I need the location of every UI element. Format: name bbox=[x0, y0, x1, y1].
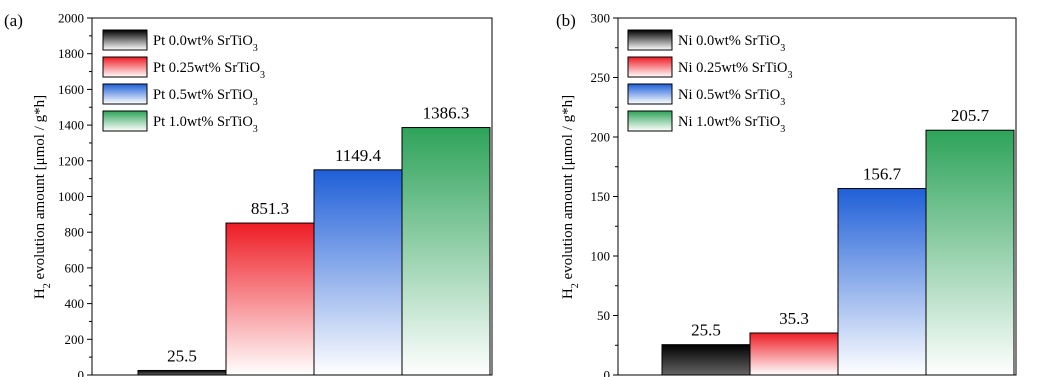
plot-frame-a bbox=[91, 17, 493, 376]
y-tick-label: 250 bbox=[591, 70, 611, 85]
y-tick-label: 1400 bbox=[58, 118, 84, 133]
legend-label: Ni 0.5wt% SrTiO3 bbox=[678, 87, 785, 108]
legend-label: Pt 0.5wt% SrTiO3 bbox=[153, 87, 258, 108]
y-tick-label: 400 bbox=[65, 296, 85, 311]
y-tick-label: 1600 bbox=[58, 82, 84, 97]
bar-b-0 bbox=[661, 344, 751, 376]
bar-b-2 bbox=[837, 188, 927, 376]
bar-value-label: 25.5 bbox=[167, 346, 197, 365]
value-labels-a: 25.5 851.3 1149.4 1386.3 bbox=[167, 104, 469, 366]
panel-label-b: (b) bbox=[556, 11, 576, 30]
y-tick-label: 150 bbox=[591, 189, 611, 204]
y-tick-label: 1800 bbox=[58, 46, 84, 61]
bar-a-2 bbox=[313, 169, 403, 376]
bar-a-1 bbox=[225, 222, 315, 376]
y-tick-label: 200 bbox=[65, 332, 85, 347]
legend-label: Ni 0.0wt% SrTiO3 bbox=[678, 33, 785, 54]
y-tick-label: 2000 bbox=[58, 11, 84, 26]
y-tick-label: 100 bbox=[591, 249, 611, 264]
bar-value-label: 851.3 bbox=[251, 199, 289, 218]
y-axis-ticks-a: 0 200 400 600 800 1000 1200 1400 1600 1800 2000 bbox=[58, 11, 92, 377]
bar-a-0 bbox=[137, 369, 227, 376]
y-tick-label: 50 bbox=[597, 308, 610, 323]
bar-b-1 bbox=[749, 332, 839, 376]
y-tick-label: 300 bbox=[591, 11, 611, 26]
plot-frame-b bbox=[617, 17, 1017, 376]
bar-b-3 bbox=[925, 129, 1015, 376]
legend-label: Pt 0.0wt% SrTiO3 bbox=[153, 33, 258, 54]
legend-label: Pt 1.0wt% SrTiO3 bbox=[153, 114, 258, 135]
bar-value-label: 156.7 bbox=[863, 165, 902, 184]
bars-b bbox=[661, 129, 1015, 376]
legend-swatch bbox=[627, 29, 673, 51]
y-tick-label: 600 bbox=[65, 260, 85, 275]
chart-panel-a: (a) H2 evolution amount [μmol / g*h] 0 20… bbox=[4, 11, 493, 377]
y-tick-label: 1000 bbox=[58, 189, 84, 204]
value-labels-b: 25.5 35.3 156.7 205.7 bbox=[691, 106, 990, 339]
bar-a-3 bbox=[401, 127, 491, 376]
bars-a bbox=[137, 127, 491, 376]
legend-swatch bbox=[627, 83, 673, 105]
chart-panel-b: (b) H2 evolution amount [μmol / g*h] 0 50… bbox=[556, 11, 1017, 377]
legend-label: Ni 0.25wt% SrTiO3 bbox=[678, 60, 792, 81]
y-tick-label: 0 bbox=[78, 368, 85, 377]
y-axis-label-a: H2 evolution amount [μmol / g*h] bbox=[32, 95, 53, 299]
legend-b: Ni 0.0wt% SrTiO3 Ni 0.25wt% SrTiO3 Ni 0.5w… bbox=[624, 26, 824, 138]
legend-swatch bbox=[627, 110, 673, 132]
legend-label: Pt 0.25wt% SrTiO3 bbox=[153, 60, 265, 81]
y-axis-label-b: H2 evolution amount [μmol / g*h] bbox=[560, 95, 581, 299]
y-tick-label: 0 bbox=[604, 368, 611, 377]
bar-value-label: 1386.3 bbox=[423, 104, 470, 123]
y-axis-ticks-b: 0 50 100 150 200 250 300 bbox=[591, 11, 618, 377]
legend-label: Ni 1.0wt% SrTiO3 bbox=[678, 114, 785, 135]
legend-a: Pt 0.0wt% SrTiO3 Pt 0.25wt% SrTiO3 Pt 0.5w… bbox=[99, 26, 299, 138]
bar-value-label: 25.5 bbox=[691, 321, 721, 340]
legend-swatch bbox=[627, 56, 673, 78]
legend-swatch bbox=[102, 110, 148, 132]
bar-value-label: 205.7 bbox=[951, 106, 990, 125]
bar-value-label: 1149.4 bbox=[335, 146, 382, 165]
y-tick-label: 1200 bbox=[58, 153, 84, 168]
panel-label-a: (a) bbox=[4, 11, 23, 30]
bar-value-label: 35.3 bbox=[779, 309, 809, 328]
y-tick-label: 200 bbox=[591, 130, 611, 145]
legend-swatch bbox=[102, 29, 148, 51]
legend-swatch bbox=[102, 56, 148, 78]
legend-swatch bbox=[102, 83, 148, 105]
y-tick-label: 800 bbox=[65, 225, 85, 240]
